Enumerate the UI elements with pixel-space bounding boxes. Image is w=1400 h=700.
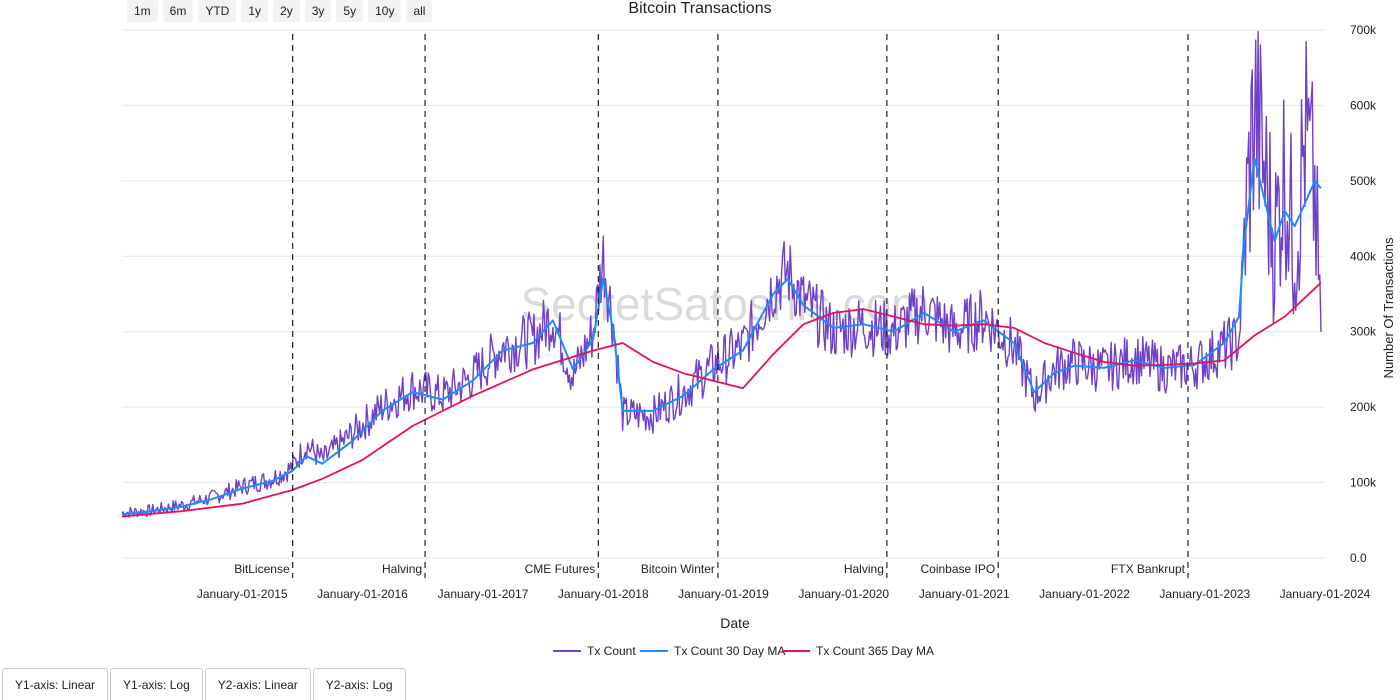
x-tick-label: January-01-2015 xyxy=(197,587,288,601)
axis-scale-button-3[interactable]: Y2-axis: Linear xyxy=(204,668,311,700)
event-label: BitLicense xyxy=(234,562,290,576)
range-button-all[interactable]: all xyxy=(406,0,433,22)
grid xyxy=(122,29,1325,559)
series-line-3 xyxy=(121,282,1322,518)
y-tick-label: 300k xyxy=(1350,325,1377,339)
x-tick-label: January-01-2020 xyxy=(798,587,889,601)
legend-item-1[interactable]: Tx Count xyxy=(553,644,636,658)
legend-item-3[interactable]: Tx Count 365 Day MA xyxy=(782,644,934,658)
series-line-1 xyxy=(121,30,1322,518)
x-axis-label: Date xyxy=(720,615,750,631)
range-selector: 1m 6m YTD 1y 2y 3y 5y 10y all xyxy=(127,0,433,22)
event-label: Halving xyxy=(382,562,422,576)
y-tick-label: 0.0 xyxy=(1350,551,1367,565)
event-label: CME Futures xyxy=(525,562,596,576)
y-axis-ticks: 0.0 100k 200k 300k 400k 500k 600k 700k xyxy=(1350,23,1377,565)
y-tick-label: 400k xyxy=(1350,249,1377,263)
x-tick-label: January-01-2023 xyxy=(1159,587,1250,601)
event-label: FTX Bankrupt xyxy=(1111,562,1186,576)
x-tick-label: January-01-2019 xyxy=(678,587,769,601)
y-tick-label: 600k xyxy=(1350,98,1377,112)
range-button-ytd[interactable]: YTD xyxy=(198,0,237,22)
watermark: SecretSatoshis.com xyxy=(520,278,929,330)
legend-label: Tx Count 365 Day MA xyxy=(816,644,934,658)
x-tick-label: January-01-2022 xyxy=(1039,587,1130,601)
range-button-1m[interactable]: 1m xyxy=(127,0,158,22)
event-label: Bitcoin Winter xyxy=(641,562,715,576)
x-tick-label: January-01-2016 xyxy=(317,587,408,601)
event-markers: BitLicense Halving CME Futures Bitcoin Wint… xyxy=(234,34,1189,578)
range-button-6m[interactable]: 6m xyxy=(162,0,194,22)
chart-title: Bitcoin Transactions xyxy=(628,0,771,17)
x-tick-label: January-01-2021 xyxy=(919,587,1010,601)
legend-label: Tx Count xyxy=(587,644,636,658)
axis-scale-button-4[interactable]: Y2-axis: Log xyxy=(312,668,406,700)
axis-scale-button-2[interactable]: Y1-axis: Log xyxy=(110,668,203,700)
x-tick-label: January-01-2017 xyxy=(438,587,529,601)
range-button-3y[interactable]: 3y xyxy=(304,0,332,22)
range-button-10y[interactable]: 10y xyxy=(368,0,402,22)
range-button-2y[interactable]: 2y xyxy=(273,0,300,22)
event-label: Halving xyxy=(844,562,884,576)
axis-scale-button-1[interactable]: Y1-axis: Linear xyxy=(2,668,109,700)
chart-svg: Bitcoin Transactions SecretSatoshis.com … xyxy=(121,0,1396,658)
x-axis-ticks: January-01-2015 January-01-2016 January-01… xyxy=(197,587,1371,601)
y-tick-label: 200k xyxy=(1350,400,1377,414)
axis-scale-tabs: Y1-axis: Linear Y1-axis: Log Y2-axis: Line… xyxy=(2,668,406,700)
range-button-1y[interactable]: 1y xyxy=(241,0,269,22)
y-tick-label: 700k xyxy=(1350,23,1377,37)
series-layer xyxy=(121,30,1322,518)
legend: Tx Count Tx Count 30 Day MA Tx Count 365 D… xyxy=(553,644,934,658)
x-tick-label: January-01-2018 xyxy=(558,587,649,601)
y-tick-label: 500k xyxy=(1350,174,1377,188)
y-tick-label: 100k xyxy=(1350,476,1377,490)
event-label: Coinbase IPO xyxy=(921,562,996,576)
series-line-2 xyxy=(121,157,1322,516)
y-axis-label: Number Of Transactions xyxy=(1381,237,1396,378)
range-button-5y[interactable]: 5y xyxy=(336,0,364,22)
x-tick-label: January-01-2024 xyxy=(1280,587,1371,601)
legend-item-2[interactable]: Tx Count 30 Day MA xyxy=(640,644,785,658)
legend-label: Tx Count 30 Day MA xyxy=(674,644,785,658)
